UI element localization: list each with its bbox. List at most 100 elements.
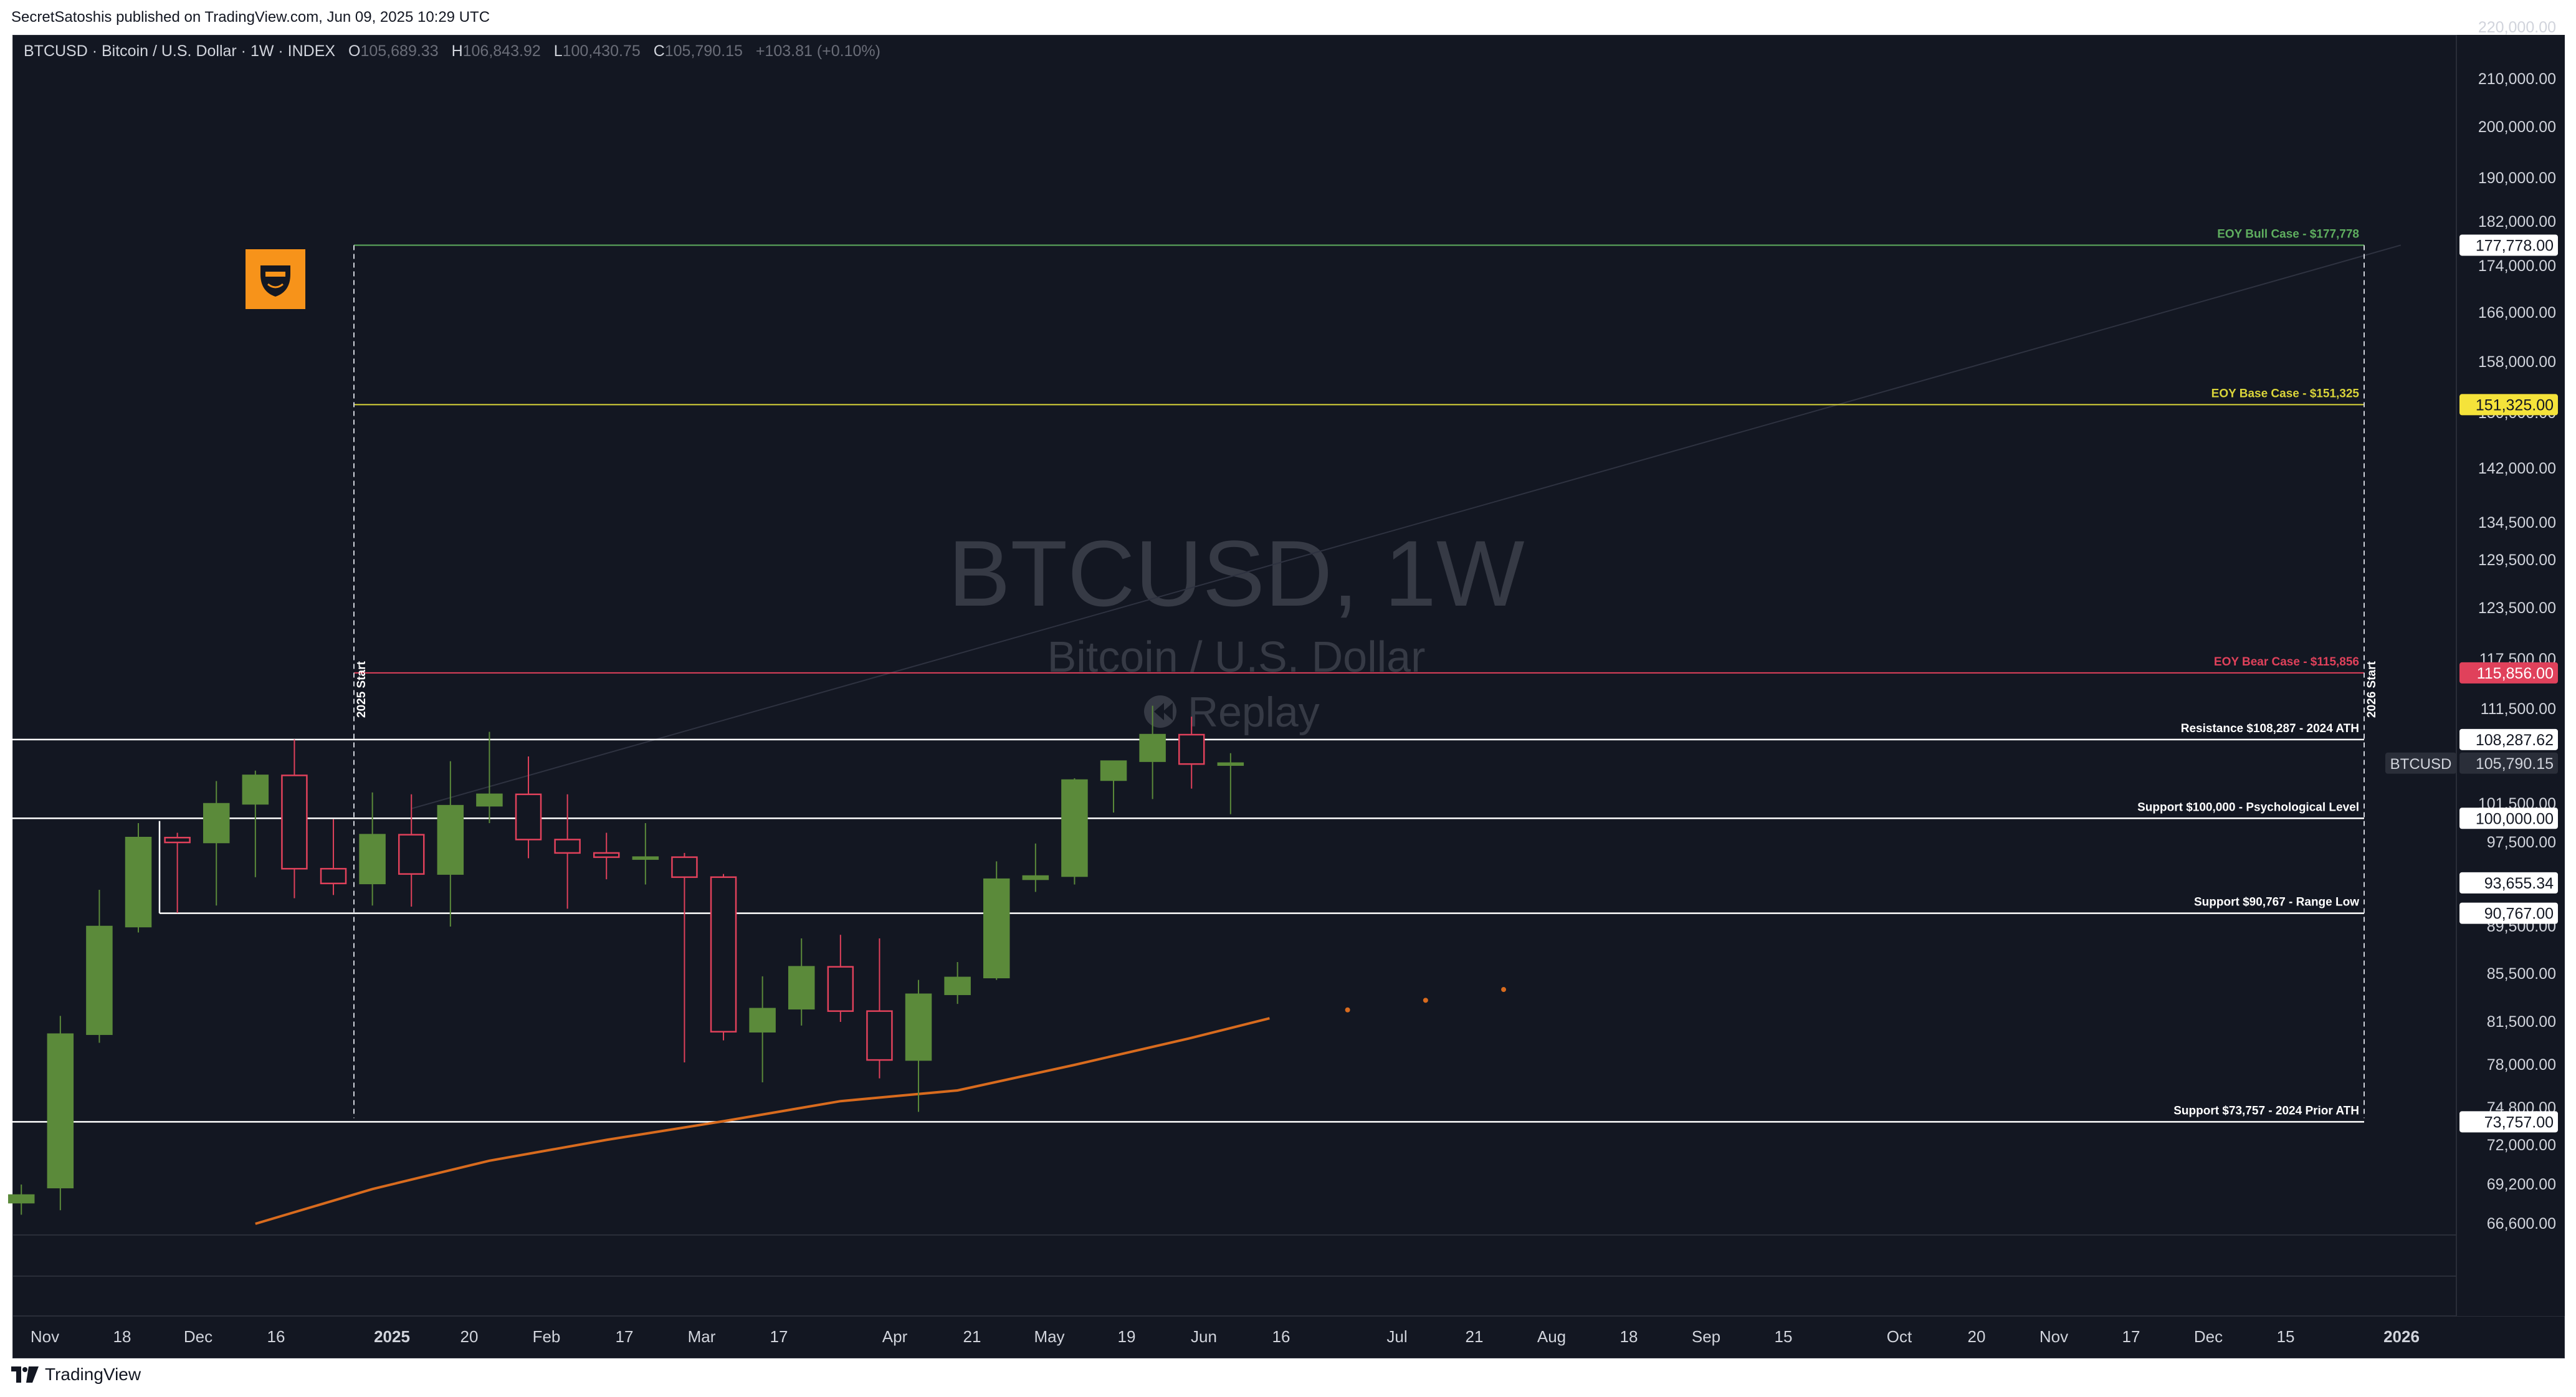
price-label-box (2459, 394, 2558, 416)
candle[interactable] (905, 980, 932, 1112)
y-tick-label: 166,000.00 (2478, 304, 2556, 322)
moving-average-projection-dot (1501, 987, 1507, 993)
candle[interactable] (1178, 717, 1205, 789)
x-tick-label: 16 (1272, 1327, 1290, 1346)
symbol-title: BTCUSD · Bitcoin / U.S. Dollar · 1W · IN… (24, 42, 336, 60)
candle-body (554, 839, 581, 854)
candle-body (86, 925, 113, 1035)
tradingview-brand: TradingView (45, 1365, 141, 1384)
candle[interactable] (47, 1016, 74, 1211)
candle-body (320, 867, 347, 885)
y-tick-label: 182,000.00 (2478, 213, 2556, 231)
x-tick-label: Aug (1537, 1327, 1566, 1346)
candle[interactable] (866, 938, 893, 1079)
candle[interactable] (125, 823, 152, 933)
candle[interactable] (944, 962, 971, 1004)
tradingview-logo[interactable]: TradingView (11, 1365, 141, 1385)
candle-body (398, 834, 425, 875)
candle[interactable] (788, 938, 815, 1026)
candle[interactable] (1217, 753, 1244, 814)
y-tick-label: 220,000.00 (2478, 19, 2556, 36)
candle-body (632, 856, 659, 860)
candle[interactable] (86, 889, 113, 1043)
y-tick-label: 142,000.00 (2478, 460, 2556, 477)
close-label: C (653, 42, 665, 60)
candle[interactable] (203, 781, 230, 906)
candle[interactable] (7, 1185, 35, 1215)
candle-body (983, 878, 1010, 979)
level-label: Support $100,000 - Psychological Level (2137, 801, 2359, 814)
candle-body (1061, 779, 1088, 877)
candle-body (1139, 733, 1166, 762)
watermark-subtitle: Bitcoin / U.S. Dollar (1047, 632, 1426, 681)
level-label: EOY Bull Case - $177,778 (2217, 227, 2359, 241)
candle-body (164, 837, 191, 844)
candle-body (47, 1033, 74, 1189)
candle-body (866, 1010, 893, 1061)
y-tick-label: 97,500.00 (2487, 834, 2556, 851)
candle[interactable] (1061, 778, 1088, 885)
y-tick-label: 174,000.00 (2478, 257, 2556, 275)
candle[interactable] (359, 792, 386, 906)
moving-average-projection-dot (1345, 1007, 1350, 1013)
candle[interactable] (242, 770, 269, 877)
candle[interactable] (476, 732, 503, 823)
price-label-box (2459, 872, 2558, 894)
candle-body (827, 966, 854, 1012)
candle[interactable] (437, 761, 464, 927)
price-label: 108,287.62 (2476, 732, 2554, 749)
bitcoin-mask-icon[interactable] (246, 249, 305, 309)
candle[interactable] (164, 832, 191, 913)
publisher-line: SecretSatoshis published on TradingView.… (11, 9, 490, 26)
symbol-legend: BTCUSD · Bitcoin / U.S. Dollar · 1W · IN… (24, 42, 880, 60)
level-label: Resistance $108,287 - 2024 ATH (2181, 722, 2359, 735)
candle-body (944, 976, 971, 995)
high-label: H (451, 42, 463, 60)
symbol-tag-box (2385, 752, 2456, 774)
candle[interactable] (1139, 705, 1166, 799)
candle[interactable] (671, 852, 698, 1063)
level-label: EOY Bear Case - $115,856 (2214, 656, 2359, 669)
x-tick-label: 20 (460, 1327, 479, 1346)
candle-body (515, 793, 542, 841)
candle[interactable] (1100, 760, 1127, 813)
x-tick-label: Oct (1887, 1327, 1912, 1346)
candle[interactable] (515, 756, 542, 859)
candle[interactable] (1022, 843, 1049, 892)
candle[interactable] (398, 794, 425, 907)
candle[interactable] (593, 832, 620, 880)
watermark-replay: Replay (1188, 689, 1320, 736)
candle-body (710, 876, 737, 1033)
candle-body (1100, 760, 1127, 781)
chart-pane[interactable] (12, 35, 2565, 1358)
x-tick-label: 17 (770, 1327, 788, 1346)
candle-body (359, 834, 386, 885)
candle[interactable] (710, 874, 737, 1041)
price-label: 100,000.00 (2476, 810, 2554, 827)
candle[interactable] (983, 861, 1010, 980)
y-tick-label: 85,500.00 (2487, 965, 2556, 983)
x-tick-label: 2026 (2383, 1327, 2420, 1346)
candle[interactable] (320, 819, 347, 895)
candle[interactable] (749, 976, 776, 1083)
price-label-box (2459, 1111, 2558, 1133)
candle-body (749, 1008, 776, 1033)
moving-average-line[interactable] (255, 1017, 1270, 1225)
y-tick-label: 66,600.00 (2487, 1215, 2556, 1233)
candle[interactable] (281, 739, 308, 899)
watermark-title: BTCUSD, 1W (948, 521, 1524, 626)
replay-icon (1144, 695, 1176, 728)
price-label-box (2459, 662, 2558, 684)
candle[interactable] (827, 935, 854, 1022)
symbol-tag: BTCUSD (2390, 756, 2452, 773)
x-tick-label: 19 (1118, 1327, 1136, 1346)
candle-body (1217, 762, 1244, 766)
price-label-box (2459, 728, 2558, 750)
y-tick-label: 111,500.00 (2481, 700, 2556, 718)
candle[interactable] (632, 823, 659, 885)
candle[interactable] (554, 794, 581, 909)
x-tick-label: Apr (882, 1327, 908, 1346)
price-label: 90,767.00 (2484, 905, 2554, 923)
mask-eyes (265, 272, 285, 277)
